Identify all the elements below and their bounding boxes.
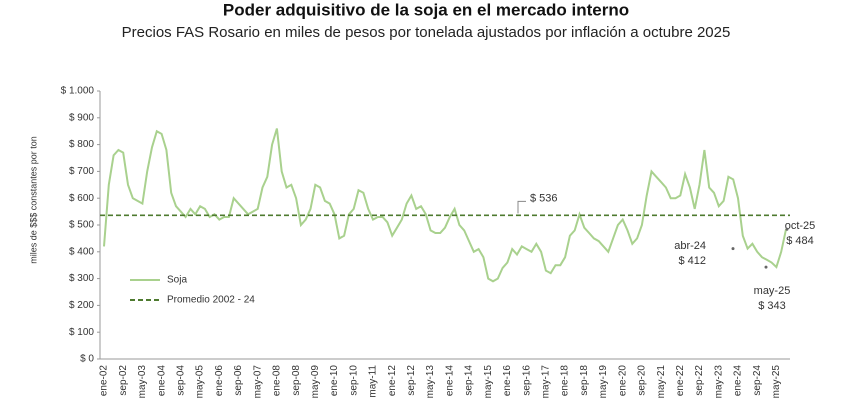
x-tick-label: ene-18 — [560, 365, 571, 397]
y-tick-label: $ 0 — [80, 354, 94, 365]
x-tick-label: may-11 — [368, 365, 379, 398]
x-tick-label: may-09 — [310, 365, 321, 399]
x-tick-label: sep-22 — [694, 365, 705, 396]
x-tick-label: may-17 — [540, 365, 551, 399]
y-axis-label: miles de $$$ constantes por ton — [28, 136, 38, 264]
annotation-label: oct-25 — [785, 220, 816, 232]
x-tick-label: sep-02 — [118, 365, 129, 396]
x-tick-label: sep-16 — [521, 365, 532, 396]
legend-label: Soja — [167, 275, 187, 286]
y-tick-label: $ 200 — [69, 300, 94, 311]
annotation-label: abr-24 — [674, 240, 706, 252]
chart-subtitle: Precios FAS Rosario en miles de pesos po… — [122, 24, 731, 41]
x-tick-label: ene-04 — [156, 365, 167, 397]
average-label: $ 536 — [530, 192, 558, 204]
x-tick-label: sep-08 — [291, 365, 302, 396]
x-tick-label: may-05 — [195, 365, 206, 399]
x-tick-label: may-19 — [598, 365, 609, 399]
x-tick-label: ene-24 — [733, 365, 744, 397]
annotation-value: $ 343 — [758, 300, 786, 312]
line-soja — [103, 128, 787, 283]
x-tick-label: ene-16 — [502, 365, 513, 397]
annotation-point — [731, 247, 735, 251]
annotation-value: $ 484 — [786, 235, 814, 247]
x-tick-label: may-25 — [771, 365, 782, 399]
x-tick-label: ene-08 — [272, 365, 283, 397]
x-tick-label: ene-22 — [675, 365, 686, 397]
x-tick-label: may-15 — [483, 365, 494, 399]
x-tick-label: sep-04 — [175, 365, 186, 396]
annotation-label: may-25 — [754, 285, 791, 297]
x-tick-label: sep-20 — [637, 365, 648, 396]
y-tick-label: $ 300 — [69, 273, 94, 284]
x-tick-label: sep-10 — [348, 365, 359, 396]
x-tick-label: sep-06 — [233, 365, 244, 396]
x-tick-label: may-13 — [425, 365, 436, 399]
x-tick-label: may-07 — [252, 365, 263, 399]
x-tick-label: ene-12 — [387, 365, 398, 397]
y-tick-label: $ 700 — [69, 166, 94, 177]
x-tick-label: may-03 — [137, 365, 148, 399]
x-tick-label: may-23 — [713, 365, 724, 399]
annotation-point — [785, 227, 789, 231]
x-tick-label: ene-06 — [214, 365, 225, 397]
x-tick-label: sep-24 — [752, 365, 763, 396]
x-tick-label: sep-18 — [579, 365, 590, 396]
y-tick-label: $ 600 — [69, 193, 94, 204]
x-tick-label: ene-20 — [617, 365, 628, 397]
legend-label: Promedio 2002 - 24 — [167, 295, 255, 306]
y-tick-label: $ 500 — [69, 220, 94, 231]
y-tick-label: $ 400 — [69, 246, 94, 257]
y-tick-label: $ 1.000 — [61, 86, 95, 97]
x-tick-label: sep-14 — [464, 365, 475, 396]
annotation-point — [764, 265, 768, 269]
x-tick-label: ene-02 — [99, 365, 110, 397]
x-tick-label: ene-10 — [329, 365, 340, 397]
chart-title: Poder adquisitivo de la soja en el merca… — [223, 0, 629, 19]
x-tick-label: may-21 — [656, 365, 667, 399]
y-tick-label: $ 900 — [69, 112, 94, 123]
y-tick-label: $ 800 — [69, 139, 94, 150]
y-tick-label: $ 100 — [69, 327, 94, 338]
x-tick-label: sep-12 — [406, 365, 417, 396]
x-tick-label: ene-14 — [444, 365, 455, 397]
leader — [517, 200, 526, 214]
annotation-value: $ 412 — [678, 255, 706, 267]
